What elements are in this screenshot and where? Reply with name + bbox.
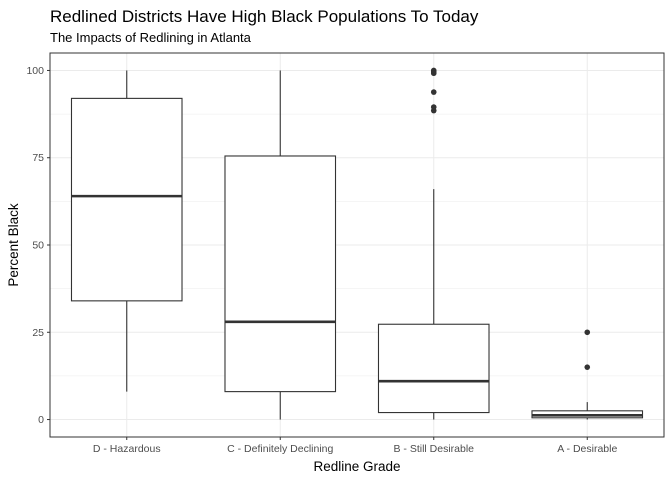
boxes (70, 67, 644, 420)
outlier-point (584, 364, 591, 370)
x-axis-ticks: D - Hazardous C - Definitely Declining B -… (93, 437, 617, 455)
box (224, 155, 337, 393)
y-tick-label: 0 (38, 414, 44, 426)
chart-title: Redlined Districts Have High Black Popul… (50, 7, 479, 26)
x-axis-title: Redline Grade (313, 459, 400, 474)
outlier-point (430, 104, 437, 110)
x-tick-label: C - Definitely Declining (227, 443, 333, 455)
box-group (224, 70, 337, 420)
outlier-point (430, 89, 437, 95)
box (377, 323, 490, 414)
box-group (377, 67, 490, 420)
x-tick-label: A - Desirable (557, 443, 617, 455)
outlier-point (430, 67, 437, 74)
x-tick-label: D - Hazardous (93, 443, 161, 455)
y-axis-title: Percent Black (6, 203, 21, 287)
y-tick-label: 50 (32, 240, 44, 252)
box (70, 97, 183, 302)
box-group (531, 329, 644, 420)
chart-subtitle: The Impacts of Redlining in Atlanta (50, 30, 252, 45)
box-group (70, 70, 183, 392)
y-tick-label: 75 (32, 152, 44, 164)
y-tick-label: 25 (32, 327, 44, 339)
x-tick-label: B - Still Desirable (393, 443, 474, 455)
y-axis-ticks: 0 25 50 75 100 (26, 65, 50, 426)
outlier-point (584, 329, 591, 336)
y-tick-label: 100 (26, 65, 44, 77)
